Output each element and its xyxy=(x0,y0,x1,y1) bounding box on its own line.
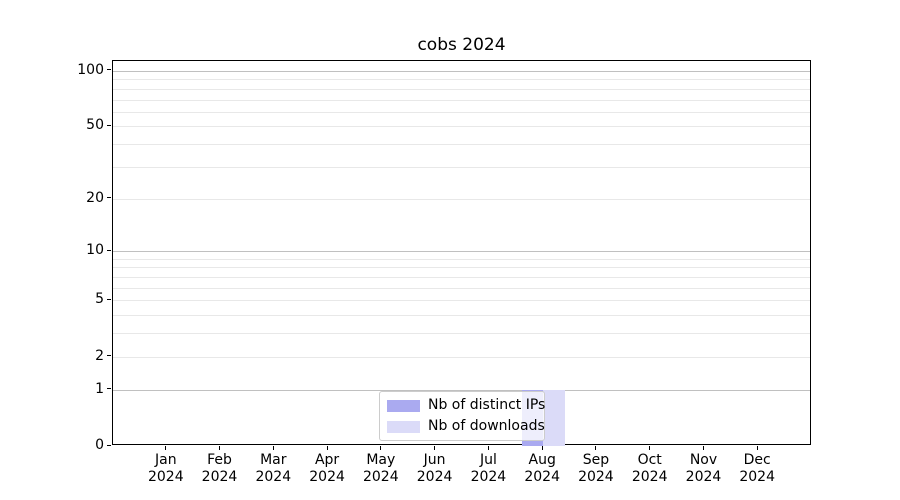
y-tick-label-100: 100 xyxy=(77,61,104,78)
y-tick-1 xyxy=(107,388,111,390)
x-tick-nov xyxy=(703,446,704,450)
gridline-minor-30 xyxy=(113,166,810,168)
gridline-minor-3 xyxy=(113,333,810,335)
y-tick-label-10: 10 xyxy=(86,242,104,259)
gridline-major-100 xyxy=(113,70,810,72)
y-tick-50 xyxy=(107,124,111,126)
x-tick-label-oct: Oct 2024 xyxy=(631,452,668,485)
x-tick-label-dec: Dec 2024 xyxy=(739,452,775,485)
y-tick-2 xyxy=(107,355,111,357)
x-tick-mar xyxy=(272,446,274,450)
y-tick-label-2: 2 xyxy=(95,347,104,364)
gridline-major-1 xyxy=(113,389,810,391)
gridline-major-10 xyxy=(113,251,810,253)
gridline-minor-4 xyxy=(113,315,810,317)
gridline-minor-8 xyxy=(113,267,810,269)
gridline-minor-9 xyxy=(113,258,810,260)
y-tick-label-20: 20 xyxy=(86,189,104,206)
gridline-minor-5 xyxy=(113,300,810,302)
x-tick-label-mar: Mar 2024 xyxy=(255,452,292,485)
legend-swatch-downloads xyxy=(387,420,420,433)
gridline-minor-50 xyxy=(113,126,810,128)
x-tick-label-apr: Apr 2024 xyxy=(309,452,345,485)
x-tick-label-jun: Jun 2024 xyxy=(416,452,453,485)
x-tick-label-aug: Aug 2024 xyxy=(524,452,560,485)
plot-area: Nb of distinct IPs Nb of downloads xyxy=(112,60,811,446)
gridline-minor-40 xyxy=(113,144,810,146)
gridline-minor-90 xyxy=(113,79,810,81)
gridline-minor-20 xyxy=(113,198,810,200)
x-tick-label-feb: Feb 2024 xyxy=(201,452,238,485)
x-tick-oct xyxy=(649,446,651,450)
x-tick-feb xyxy=(219,446,220,450)
x-tick-may xyxy=(380,446,382,450)
x-tick-jan xyxy=(165,446,167,450)
x-tick-label-may: May 2024 xyxy=(362,452,399,485)
y-tick-label-5: 5 xyxy=(95,291,104,308)
y-tick-10 xyxy=(107,249,111,251)
gridline-minor-6 xyxy=(113,287,810,289)
x-tick-label-jul: Jul 2024 xyxy=(470,452,507,485)
gridline-minor-70 xyxy=(113,99,810,101)
gridline-minor-2 xyxy=(113,356,810,358)
y-tick-label-50: 50 xyxy=(86,117,104,134)
legend: Nb of distinct IPs Nb of downloads xyxy=(379,391,545,441)
legend-label-downloads: Nb of downloads xyxy=(428,418,545,434)
y-tick-0 xyxy=(107,444,111,446)
x-tick-sep xyxy=(595,446,597,450)
y-tick-label-1: 1 xyxy=(95,380,104,397)
bar-nb-of-downloads-aug xyxy=(543,389,565,446)
gridline-minor-7 xyxy=(113,277,810,278)
y-tick-5 xyxy=(107,298,111,300)
x-tick-jul xyxy=(487,446,489,450)
x-tick-apr xyxy=(326,446,328,450)
chart-title: cobs 2024 xyxy=(417,35,506,55)
x-tick-label-sep: Sep 2024 xyxy=(578,452,614,485)
x-tick-dec xyxy=(756,446,758,450)
legend-label-distinct-ips: Nb of distinct IPs xyxy=(428,397,546,413)
x-tick-jun xyxy=(434,446,436,450)
x-tick-label-nov: Nov 2024 xyxy=(685,452,722,485)
legend-item-downloads: Nb of downloads xyxy=(387,417,545,436)
gridline-minor-60 xyxy=(113,111,810,113)
y-tick-20 xyxy=(107,197,111,198)
y-tick-100 xyxy=(107,69,111,71)
gridline-minor-80 xyxy=(113,88,810,90)
legend-swatch-distinct-ips xyxy=(387,399,420,412)
legend-item-distinct-ips: Nb of distinct IPs xyxy=(387,396,545,415)
x-tick-label-jan: Jan 2024 xyxy=(147,452,184,485)
x-tick-aug xyxy=(541,446,543,450)
y-tick-label-0: 0 xyxy=(95,437,104,453)
